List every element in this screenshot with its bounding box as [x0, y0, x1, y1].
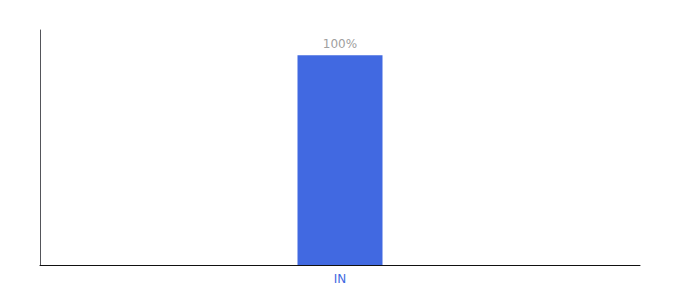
svg-text:IN: IN	[334, 272, 347, 286]
svg-text:100%: 100%	[323, 37, 357, 51]
